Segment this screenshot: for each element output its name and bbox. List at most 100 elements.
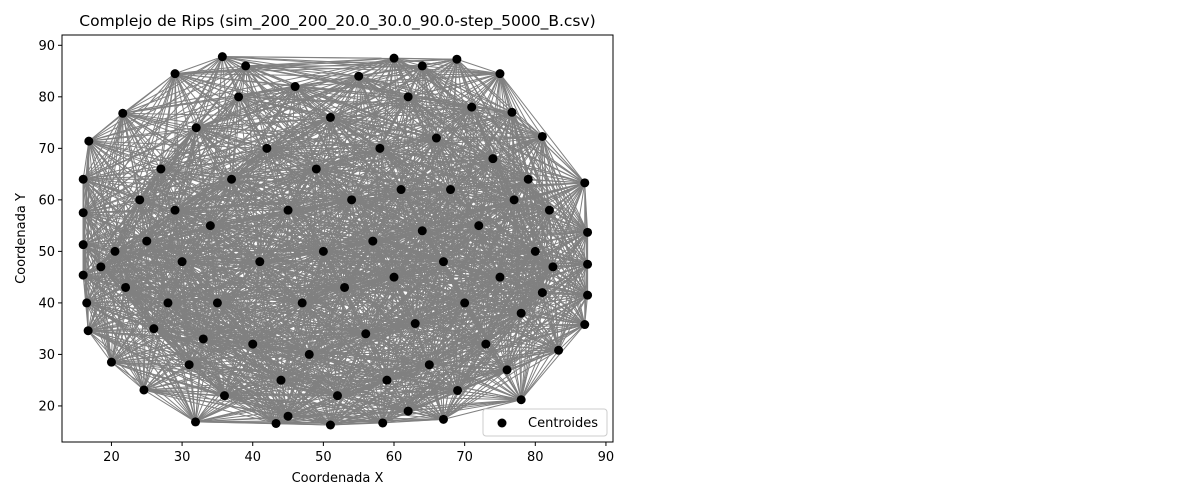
rips-edge xyxy=(351,199,508,371)
centroid-point xyxy=(205,221,215,231)
rips-edge xyxy=(82,178,148,242)
rips-edge xyxy=(100,225,211,268)
rips-edge xyxy=(358,65,423,77)
rips-edge xyxy=(100,266,303,304)
rips-edge xyxy=(548,210,554,267)
rips-edge xyxy=(379,147,493,160)
rips-edge xyxy=(245,65,451,190)
rips-edge xyxy=(329,117,374,242)
rips-edge xyxy=(122,65,246,114)
centroid-point xyxy=(163,298,173,308)
rips-edge xyxy=(422,178,529,232)
rips-edge xyxy=(280,210,289,381)
rips-edge xyxy=(146,240,345,288)
rips-edge xyxy=(322,117,331,252)
rips-edge xyxy=(478,178,529,226)
rips-edge xyxy=(407,96,451,190)
rips-edge xyxy=(245,65,289,211)
rips-edge xyxy=(287,86,296,211)
rips-edge xyxy=(330,65,423,118)
rips-edge xyxy=(549,182,586,211)
rips-edge xyxy=(100,209,289,268)
centroid-point xyxy=(333,391,342,401)
x-tick-label: 60 xyxy=(386,450,403,465)
rips-edge xyxy=(421,230,522,314)
centroid-point xyxy=(495,69,505,79)
rips-edge xyxy=(100,266,345,288)
rips-edge xyxy=(421,230,430,365)
rips-edge xyxy=(146,240,395,278)
rips-edge xyxy=(422,230,536,252)
y-tick-label: 30 xyxy=(38,348,55,363)
rips-edge xyxy=(365,158,494,335)
rips-edge xyxy=(499,73,586,184)
rips-edge xyxy=(528,178,585,184)
rips-edge xyxy=(202,168,317,340)
rips-edge xyxy=(548,210,586,325)
rips-edge xyxy=(153,328,289,417)
rips-edge xyxy=(252,189,402,345)
rips-edge xyxy=(287,323,416,417)
rips-edge xyxy=(222,56,423,67)
rips-edge xyxy=(238,65,247,97)
rips-edge xyxy=(294,86,324,252)
rips-edge xyxy=(478,225,508,370)
centroid-point xyxy=(219,391,229,401)
rips-edge xyxy=(111,361,145,391)
centroid-point xyxy=(424,360,434,370)
rips-edge xyxy=(146,240,324,252)
centroid-point xyxy=(580,178,590,188)
rips-edge xyxy=(421,65,452,190)
centroid-point xyxy=(502,365,512,375)
rips-edge xyxy=(527,178,588,233)
rips-edge xyxy=(167,302,409,412)
rips-edge xyxy=(422,58,457,67)
centroid-point xyxy=(417,61,427,71)
rips-edge xyxy=(287,302,465,417)
rips-edge xyxy=(492,158,550,211)
rips-edge xyxy=(408,73,501,98)
rips-edge xyxy=(160,168,211,226)
rips-edge xyxy=(203,338,458,391)
rips-edge xyxy=(82,65,246,180)
rips-edge xyxy=(527,179,586,325)
rips-edge xyxy=(174,209,423,232)
rips-edge xyxy=(100,168,317,268)
y-tick-label: 20 xyxy=(38,399,55,414)
rips-edge xyxy=(548,209,589,296)
rips-edge xyxy=(506,369,522,400)
centroid-point xyxy=(583,259,593,269)
rips-edge xyxy=(552,266,586,325)
rips-edge xyxy=(231,96,240,180)
rips-edge xyxy=(511,111,586,184)
rips-edge xyxy=(146,240,204,340)
rips-edge xyxy=(485,324,585,345)
rips-edge xyxy=(450,178,529,191)
rips-edge xyxy=(421,106,473,231)
rips-edge xyxy=(174,147,268,211)
rips-edge xyxy=(379,148,395,278)
rips-edge xyxy=(464,107,473,303)
rips-edge xyxy=(315,168,324,252)
rips-edge xyxy=(471,106,588,233)
centroid-point xyxy=(389,53,399,63)
rips-edge xyxy=(82,199,141,246)
rips-edge xyxy=(315,96,409,170)
rips-edge xyxy=(520,292,543,400)
rips-edge xyxy=(195,127,232,180)
rips-edge xyxy=(442,189,452,262)
rips-edge xyxy=(188,338,204,365)
rips-edge xyxy=(414,189,452,324)
rips-edge xyxy=(456,58,501,75)
rips-edge xyxy=(407,225,480,412)
y-tick-label: 90 xyxy=(38,39,55,54)
rips-edge xyxy=(407,96,423,231)
rips-edge xyxy=(252,210,289,345)
rips-edge xyxy=(485,179,529,345)
centroid-point xyxy=(78,174,88,184)
rips-edge xyxy=(386,312,522,381)
y-tick-label: 60 xyxy=(38,193,55,208)
x-tick-label: 40 xyxy=(244,450,261,465)
centroid-point xyxy=(234,92,244,102)
centroid-point xyxy=(495,272,505,282)
